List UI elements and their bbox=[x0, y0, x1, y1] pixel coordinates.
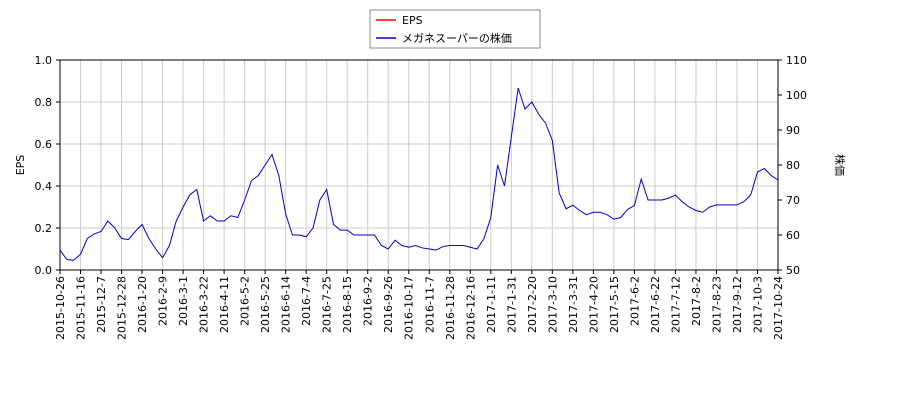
x-tick-label: 2017-6-22 bbox=[649, 276, 662, 333]
y-tick-label: 1.0 bbox=[35, 54, 53, 67]
plot-frame bbox=[59, 59, 779, 271]
x-tick-label: 2016-7-25 bbox=[321, 276, 334, 333]
x-tick-label: 2016-1-20 bbox=[136, 276, 149, 333]
legend-label: EPS bbox=[402, 14, 423, 27]
x-tick-label: 2015-12-28 bbox=[116, 276, 129, 340]
legend-label: メガネスーパーの株価 bbox=[402, 31, 512, 45]
plot-area bbox=[60, 60, 778, 270]
x-tick-label: 2017-7-12 bbox=[669, 276, 682, 333]
x-tick-label: 2017-10-24 bbox=[772, 276, 785, 340]
y-axis-label: EPS bbox=[14, 155, 27, 176]
y2-tick-label: 60 bbox=[786, 229, 800, 242]
x-tick-label: 2017-3-10 bbox=[546, 276, 559, 333]
x-tick-label: 2016-11-7 bbox=[423, 276, 436, 333]
legend-box bbox=[369, 9, 541, 49]
x-tick-label: 2017-1-11 bbox=[485, 276, 498, 333]
x-tick-label: 2016-10-17 bbox=[403, 276, 416, 340]
x-tick-label: 2016-2-9 bbox=[157, 276, 170, 326]
y-tick-label: 0.0 bbox=[35, 264, 53, 277]
x-tick-label: 2017-5-15 bbox=[608, 276, 621, 333]
x-tick-label: 2016-5-25 bbox=[259, 276, 272, 333]
y2-tick-label: 90 bbox=[786, 124, 800, 137]
x-tick-label: 2017-8-2 bbox=[690, 276, 703, 326]
y-tick-label: 0.8 bbox=[35, 96, 53, 109]
x-tick-label: 2016-9-2 bbox=[362, 276, 375, 326]
x-tick-label: 2016-4-11 bbox=[218, 276, 231, 333]
x-tick-label: 2016-8-15 bbox=[341, 276, 354, 333]
x-tick-label: 2016-12-16 bbox=[464, 276, 477, 340]
x-tick-label: 2016-3-1 bbox=[177, 276, 190, 326]
x-tick-label: 2015-10-26 bbox=[54, 276, 67, 340]
y2-tick-label: 50 bbox=[786, 264, 800, 277]
y2-axis-label: 株価 bbox=[833, 154, 847, 176]
x-tick-label: 2017-3-31 bbox=[567, 276, 580, 333]
y2-tick-label: 100 bbox=[786, 89, 807, 102]
y2-tick-label: 70 bbox=[786, 194, 800, 207]
x-tick-label: 2016-7-4 bbox=[300, 276, 313, 326]
x-tick-label: 2017-4-20 bbox=[587, 276, 600, 333]
y-tick-label: 0.4 bbox=[35, 180, 53, 193]
y-tick-label: 0.2 bbox=[35, 222, 53, 235]
y2-tick-label: 80 bbox=[786, 159, 800, 172]
x-tick-label: 2016-6-14 bbox=[280, 276, 293, 333]
x-tick-label: 2016-9-26 bbox=[382, 276, 395, 333]
x-tick-label: 2017-1-31 bbox=[505, 276, 518, 333]
x-tick-label: 2016-3-22 bbox=[198, 276, 211, 333]
x-tick-label: 2015-12-7 bbox=[95, 276, 108, 333]
x-tick-label: 2017-8-23 bbox=[710, 276, 723, 333]
x-tick-label: 2017-6-2 bbox=[628, 276, 641, 326]
x-tick-label: 2016-5-2 bbox=[239, 276, 252, 326]
x-tick-label: 2017-9-12 bbox=[731, 276, 744, 333]
x-tick-label: 2016-11-28 bbox=[444, 276, 457, 340]
y-tick-label: 0.6 bbox=[35, 138, 53, 151]
x-tick-label: 2015-11-16 bbox=[75, 276, 88, 340]
series-line bbox=[59, 87, 779, 261]
y2-tick-label: 110 bbox=[786, 54, 807, 67]
x-tick-label: 2017-10-3 bbox=[751, 276, 764, 333]
x-tick-label: 2017-2-20 bbox=[526, 276, 539, 333]
